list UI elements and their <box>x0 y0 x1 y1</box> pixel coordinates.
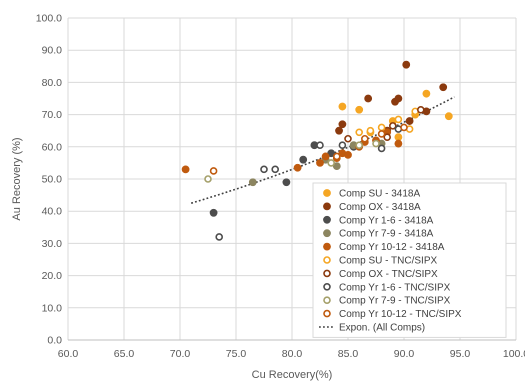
y-tick-label: 70.0 <box>42 109 63 121</box>
data-point-series-7 <box>260 165 268 174</box>
y-tick-label: 80.0 <box>42 77 63 89</box>
data-point-series-0 <box>355 105 364 114</box>
data-point-series-0 <box>422 89 431 98</box>
data-point-series-0 <box>394 133 403 142</box>
legend-label-6: Comp OX - TNC/SIPX <box>339 269 438 280</box>
data-point-series-4 <box>344 150 352 159</box>
legend-label-5: Comp SU - TNC/SIPX <box>339 256 437 267</box>
legend-label-9: Comp Yr 10-12 - TNC/SIPX <box>339 309 462 320</box>
legend-marker-3 <box>323 229 331 238</box>
data-point-series-0 <box>338 102 347 111</box>
data-point-series-5 <box>394 115 403 124</box>
data-point-series-1 <box>394 94 403 103</box>
x-axis-title: Cu Recovery(%) <box>252 369 333 381</box>
data-point-series-7 <box>316 141 324 149</box>
y-tick-label: 60.0 <box>42 141 63 153</box>
x-tick-label: 70.0 <box>170 348 191 360</box>
legend-marker-7 <box>323 282 331 291</box>
tick-labels: 0.0 10.0 20.0 30.0 40.0 50.0 60.0 70.0 80.0 90.0 1… <box>36 13 525 361</box>
data-point-series-2 <box>299 155 308 164</box>
legend-marker-9 <box>323 309 331 318</box>
x-tick-label: 85.0 <box>338 348 359 360</box>
data-point-series-6 <box>416 105 425 114</box>
data-point-series-5 <box>355 128 364 137</box>
y-tick-label: 50.0 <box>42 174 63 186</box>
y-tick-label: 100.0 <box>36 13 62 25</box>
legend-marker-4 <box>323 242 331 251</box>
y-tick-label: 10.0 <box>42 302 63 314</box>
data-point-series-7 <box>338 141 347 149</box>
data-point-series-1 <box>405 117 414 125</box>
data-point-series-4 <box>321 152 330 161</box>
data-point-series-7 <box>215 233 223 241</box>
legend-marker-8 <box>323 296 331 305</box>
data-point-series-4 <box>394 139 403 148</box>
data-point-series-5 <box>366 126 375 135</box>
y-tick-label: 90.0 <box>42 45 63 57</box>
data-point-series-9 <box>209 167 218 175</box>
data-point-series-9 <box>377 130 386 138</box>
data-point-series-9 <box>332 152 341 161</box>
y-tick-label: 20.0 <box>42 270 63 282</box>
legend-label-7: Comp Yr 1-6 - TNC/SIPX <box>339 282 451 293</box>
y-tick-label: 0.0 <box>47 335 62 347</box>
legend-marker-5 <box>323 256 331 264</box>
x-tick-label: 90.0 <box>394 348 415 360</box>
x-tick-label: 60.0 <box>58 348 79 360</box>
data-point-series-7 <box>377 144 386 153</box>
y-axis-title: Au Recovery (%) <box>11 137 23 220</box>
data-point-series-2 <box>209 208 218 217</box>
x-tick-label: 100.0 <box>503 348 525 360</box>
data-point-series-0 <box>444 112 453 121</box>
data-point-series-9 <box>400 123 408 132</box>
data-point-series-4 <box>316 158 324 167</box>
data-point-series-4 <box>181 165 190 174</box>
legend-label-8: Comp Yr 7-9 - TNC/SIPX <box>339 296 451 307</box>
data-point-series-8 <box>355 141 364 149</box>
data-points <box>181 60 453 241</box>
data-point-series-5 <box>377 123 386 132</box>
data-point-series-8 <box>327 159 336 167</box>
data-point-series-1 <box>335 126 343 135</box>
legend-marker-0 <box>323 189 331 197</box>
y-tick-label: 40.0 <box>42 206 63 218</box>
grid-lines <box>67 17 517 341</box>
legend: Comp SU - 3418A Comp OX - 3418A Comp Yr 1-… <box>312 182 507 338</box>
legend-marker-6 <box>323 269 331 278</box>
legend-box <box>312 182 507 338</box>
legend-label-0: Comp SU - 3418A <box>339 189 420 200</box>
data-point-series-1 <box>364 94 373 103</box>
data-point-series-1 <box>338 120 347 129</box>
data-point-series-6 <box>383 133 392 141</box>
data-point-series-8 <box>372 139 380 148</box>
x-tick-label: 80.0 <box>282 348 303 360</box>
legend-label-2: Comp Yr 1-6 - 3418A <box>339 215 434 226</box>
legend-label-3: Comp Yr 7-9 - 3418A <box>339 229 434 240</box>
data-point-series-8 <box>204 175 212 183</box>
data-point-series-7 <box>271 165 280 174</box>
data-point-series-3 <box>248 178 257 187</box>
x-tick-label: 75.0 <box>226 348 247 360</box>
data-point-series-1 <box>439 83 448 92</box>
data-point-series-9 <box>360 134 369 143</box>
data-point-series-6 <box>344 134 352 143</box>
y-tick-label: 30.0 <box>42 238 63 250</box>
legend-label-4: Comp Yr 10-12 - 3418A <box>339 242 445 253</box>
data-point-series-2 <box>282 178 291 187</box>
x-tick-label: 65.0 <box>114 348 135 360</box>
x-tick-label: 95.0 <box>450 348 471 360</box>
legend-marker-1 <box>323 202 331 211</box>
legend-label-trendline: Expon. (All Comps) <box>339 323 425 334</box>
legend-label-1: Comp OX - 3418A <box>339 202 421 213</box>
data-point-series-6 <box>388 122 397 130</box>
data-point-series-4 <box>293 163 302 172</box>
data-point-series-1 <box>402 60 411 69</box>
legend-marker-2 <box>323 215 331 224</box>
